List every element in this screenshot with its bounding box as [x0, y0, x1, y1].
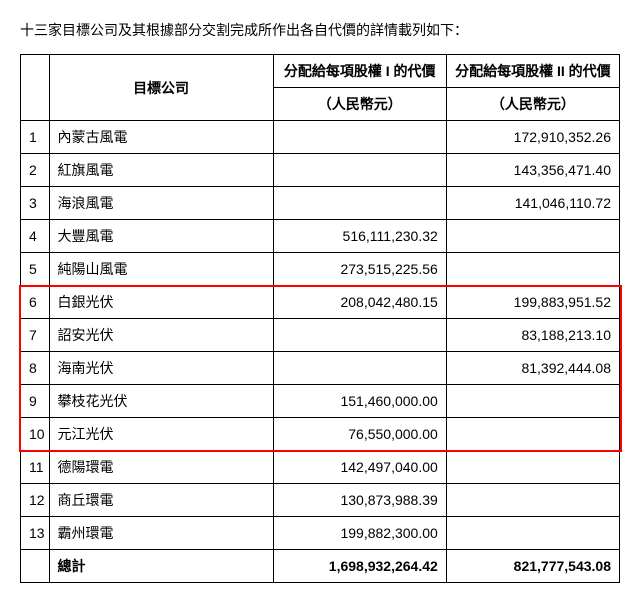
table-body: 1內蒙古風電172,910,352.262紅旗風電143,356,471.403…	[21, 121, 620, 583]
table-row: 8海南光伏 81,392,444.08	[21, 352, 620, 385]
cell-v2	[446, 451, 619, 484]
cell-v1: 516,111,230.32	[273, 220, 446, 253]
cell-name: 內蒙古風電	[49, 121, 273, 154]
document-wrapper: 十三家目標公司及其根據部分交割完成所作出各自代價的詳情載列如下： 目標公司 分配…	[20, 20, 620, 583]
cell-v1	[273, 121, 446, 154]
table-row: 1內蒙古風電 172,910,352.26	[21, 121, 620, 154]
table-row: 7詔安光伏 83,188,213.10	[21, 319, 620, 352]
table-row: 3海浪風電 141,046,110.72	[21, 187, 620, 220]
cell-v2	[446, 418, 619, 451]
header-unit-2: （人民幣元）	[446, 88, 619, 121]
cell-name: 元江光伏	[49, 418, 273, 451]
cell-name: 攀枝花光伏	[49, 385, 273, 418]
table-row: 11德陽環電142,497,040.00	[21, 451, 620, 484]
cell-v1	[273, 319, 446, 352]
cell-idx: 5	[21, 253, 50, 286]
cell-name: 德陽環電	[49, 451, 273, 484]
table-row: 12商丘環電130,873,988.39	[21, 484, 620, 517]
cell-idx: 13	[21, 517, 50, 550]
table-row: 4大豐風電516,111,230.32	[21, 220, 620, 253]
cell-v2: 199,883,951.52	[446, 286, 619, 319]
cell-v2	[446, 385, 619, 418]
cell-total-label: 總計	[49, 550, 273, 583]
cell-name: 紅旗風電	[49, 154, 273, 187]
cell-total-v2: 821,777,543.08	[446, 550, 619, 583]
cell-name: 純陽山風電	[49, 253, 273, 286]
cell-v2: 172,910,352.26	[446, 121, 619, 154]
cell-idx: 2	[21, 154, 50, 187]
cell-idx: 7	[21, 319, 50, 352]
table-row-total: 總計1,698,932,264.42821,777,543.08	[21, 550, 620, 583]
cell-total-v1: 1,698,932,264.42	[273, 550, 446, 583]
header-unit-1: （人民幣元）	[273, 88, 446, 121]
cell-v1: 151,460,000.00	[273, 385, 446, 418]
cell-v1: 130,873,988.39	[273, 484, 446, 517]
table-row: 6白銀光伏208,042,480.15199,883,951.52	[21, 286, 620, 319]
cell-idx: 12	[21, 484, 50, 517]
table-row: 2紅旗風電 143,356,471.40	[21, 154, 620, 187]
cell-name: 白銀光伏	[49, 286, 273, 319]
cell-idx: 9	[21, 385, 50, 418]
table-row: 13霸州環電199,882,300.00	[21, 517, 620, 550]
cell-name: 海南光伏	[49, 352, 273, 385]
table-row: 10元江光伏76,550,000.00	[21, 418, 620, 451]
cell-idx: 11	[21, 451, 50, 484]
table-row: 5純陽山風電273,515,225.56	[21, 253, 620, 286]
cell-name: 詔安光伏	[49, 319, 273, 352]
cell-v1	[273, 187, 446, 220]
cell-v2	[446, 517, 619, 550]
cell-v1	[273, 154, 446, 187]
header-company: 目標公司	[49, 55, 273, 121]
cell-name: 海浪風電	[49, 187, 273, 220]
cell-v1: 76,550,000.00	[273, 418, 446, 451]
cell-name: 商丘環電	[49, 484, 273, 517]
cell-v2: 143,356,471.40	[446, 154, 619, 187]
cell-v2: 141,046,110.72	[446, 187, 619, 220]
cell-v2	[446, 220, 619, 253]
cell-idx	[21, 550, 50, 583]
cell-v1	[273, 352, 446, 385]
cell-v2: 83,188,213.10	[446, 319, 619, 352]
intro-text: 十三家目標公司及其根據部分交割完成所作出各自代價的詳情載列如下：	[20, 20, 620, 40]
cell-idx: 3	[21, 187, 50, 220]
cell-idx: 1	[21, 121, 50, 154]
header-col1: 分配給每項股權 I 的代價	[273, 55, 446, 88]
cell-v1: 142,497,040.00	[273, 451, 446, 484]
cell-name: 大豐風電	[49, 220, 273, 253]
header-col2: 分配給每項股權 II 的代價	[446, 55, 619, 88]
header-idx	[21, 55, 50, 121]
cell-v2	[446, 484, 619, 517]
cell-v1: 199,882,300.00	[273, 517, 446, 550]
cell-name: 霸州環電	[49, 517, 273, 550]
cell-idx: 10	[21, 418, 50, 451]
allocation-table: 目標公司 分配給每項股權 I 的代價 分配給每項股權 II 的代價 （人民幣元）…	[20, 54, 620, 583]
cell-idx: 8	[21, 352, 50, 385]
cell-idx: 4	[21, 220, 50, 253]
table-row: 9攀枝花光伏151,460,000.00	[21, 385, 620, 418]
cell-idx: 6	[21, 286, 50, 319]
table-head: 目標公司 分配給每項股權 I 的代價 分配給每項股權 II 的代價 （人民幣元）…	[21, 55, 620, 121]
cell-v2	[446, 253, 619, 286]
cell-v2: 81,392,444.08	[446, 352, 619, 385]
cell-v1: 208,042,480.15	[273, 286, 446, 319]
cell-v1: 273,515,225.56	[273, 253, 446, 286]
